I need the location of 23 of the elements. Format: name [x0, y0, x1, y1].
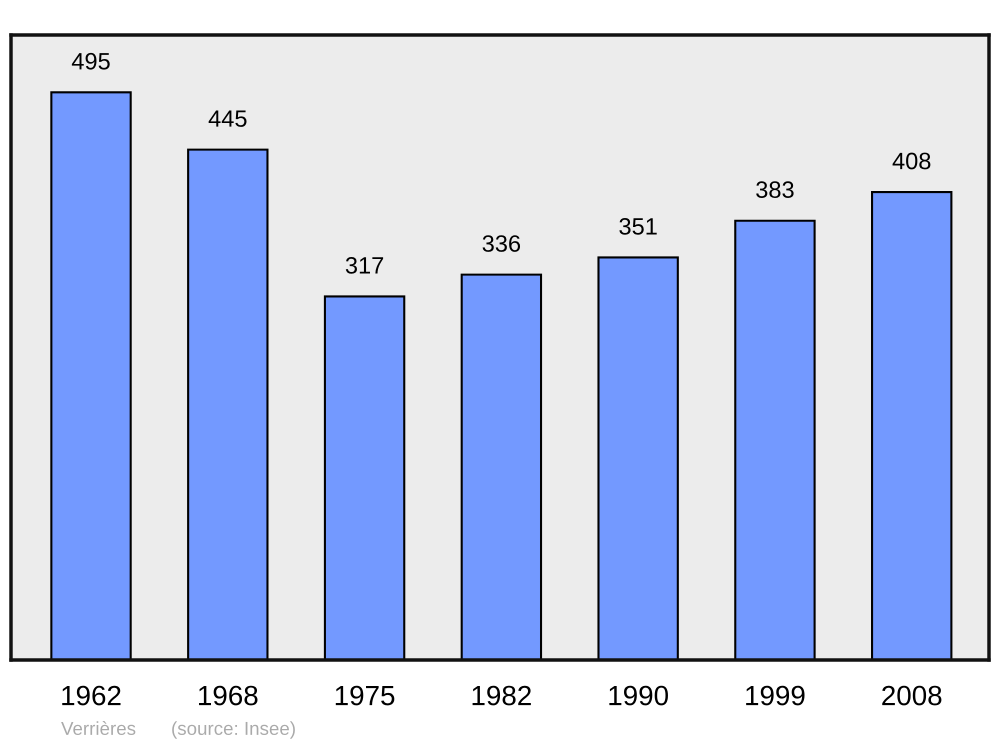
bar — [50, 91, 132, 660]
x-tick-label: 1975 — [336, 686, 394, 706]
data-label: 351 — [619, 218, 657, 235]
x-tick-label: 1999 — [746, 686, 805, 706]
x-tick-label: 1982 — [472, 686, 531, 706]
text: (source: Insee) — [172, 721, 295, 739]
bar — [187, 148, 269, 660]
data-label: 336 — [482, 235, 520, 252]
data-label: 445 — [208, 110, 247, 127]
data-label: 408 — [892, 152, 930, 170]
bar — [597, 256, 679, 660]
data-label: 383 — [756, 181, 794, 198]
bar — [460, 274, 542, 660]
data-label: 495 — [72, 52, 110, 70]
bar — [734, 220, 816, 660]
x-tick-label: 1990 — [609, 686, 668, 706]
data-label: 317 — [346, 256, 384, 274]
x-tick-label: 1962 — [62, 686, 121, 706]
bar — [871, 191, 952, 660]
text: Verrières — [61, 721, 136, 736]
x-tick-label: 2008 — [882, 686, 942, 706]
x-tick-label: 1968 — [199, 686, 258, 706]
bar — [324, 295, 406, 660]
